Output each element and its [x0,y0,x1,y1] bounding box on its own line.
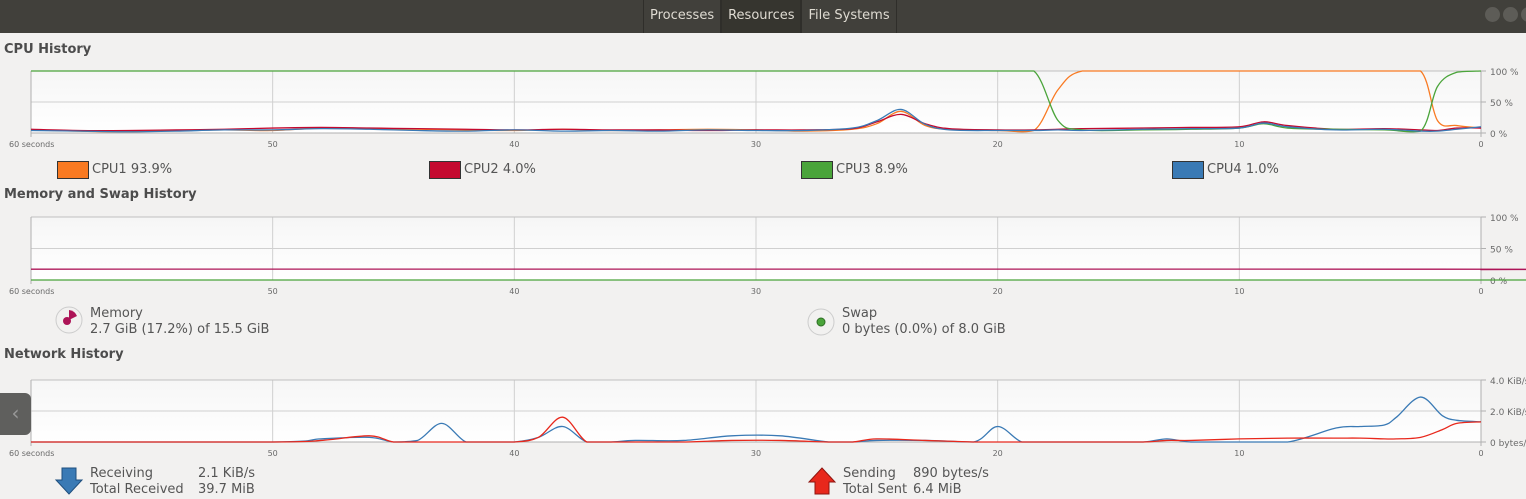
memory-x-tick-label: 20 [993,287,1003,296]
network-x-tick-label: 40 [509,449,519,458]
memory-y-tick-label: 100 % [1490,214,1519,224]
receiving-label: Receiving [90,466,154,481]
network-y-tick-label: 4.0 KiB/s [1490,377,1526,387]
tab-resources[interactable]: Resources [721,0,802,33]
memory-x-tick-label: 40 [509,287,519,296]
memory-x-tick-label: 30 [751,287,761,296]
memory-history-title: Memory and Swap History [4,187,197,202]
memory-y-tick-label: 0 % [1490,277,1508,287]
swap-legend [807,308,835,340]
cpu-x-tick-label: 30 [751,140,761,149]
memory-x-tick-label: 10 [1234,287,1244,296]
network-x-tick-label: 60 seconds [9,449,54,458]
cpu-series-cpu4 [30,108,1482,133]
cpu-series-cpu2 [30,113,1482,132]
cpu-x-tick-label: 0 [1478,140,1483,149]
memory-y-tick-label: 50 % [1490,246,1513,256]
network-x-tick-label: 50 [268,449,278,458]
sending-arrow-icon [807,467,837,495]
cpu-x-tick-label: 60 seconds [9,140,54,149]
cpu-y-tick-label: 100 % [1490,68,1519,78]
network-y-tick-label: 2.0 KiB/s [1490,408,1526,418]
network-x-tick-label: 0 [1478,449,1483,458]
cpu2-color-swatch[interactable] [429,161,461,179]
swap-pie-icon [807,308,835,336]
header-bar: Processes Resources File Systems [0,0,1526,33]
memory-value: 2.7 GiB (17.2%) of 15.5 GiB [90,322,270,337]
memory-x-tick-label: 60 seconds [9,287,54,296]
cpu-x-tick-label: 50 [268,140,278,149]
cpu-y-tick-label: 0 % [1490,130,1508,140]
cpu3-legend-label: CPU3 8.9% [836,162,908,177]
maximize-button[interactable] [1503,7,1518,22]
cpu1-legend-label: CPU1 93.9% [92,162,173,177]
cpu-x-tick-label: 10 [1234,140,1244,149]
memory-label: Memory [90,306,143,321]
cpu-series-cpu3 [31,70,1482,133]
receiving-value: 2.1 KiB/s [198,466,256,481]
total-received-label: Total Received [90,482,184,497]
memory-x-tick-label: 50 [268,287,278,296]
total-received-value: 39.7 MiB [198,482,255,497]
sending-label: Sending [843,466,896,481]
total-sent-value: 6.4 MiB [913,482,962,497]
memory-pie-icon [55,306,83,334]
cpu2-legend-label: CPU2 4.0% [464,162,536,177]
swap-label: Swap [842,306,878,321]
cpu4-legend-label: CPU4 1.0% [1207,162,1279,177]
swap-value: 0 bytes (0.0%) of 8.0 GiB [842,322,1006,337]
network-series-sending [31,416,1482,443]
cpu-history-title: CPU History [4,42,92,57]
sidebar-toggle-button[interactable]: ‹ [0,393,31,435]
network-history-title: Network History [4,347,124,362]
network-y-tick-label: 0 bytes/s [1490,439,1526,449]
total-sent-label: Total Sent [843,482,908,497]
memory-x-tick-label: 0 [1478,287,1483,296]
close-button[interactable] [1521,7,1526,22]
memory-legend [55,306,83,338]
tab-processes[interactable]: Processes [643,0,722,33]
cpu-y-tick-label: 50 % [1490,99,1513,109]
view-switcher: Processes Resources File Systems [643,0,897,33]
network-x-tick-label: 20 [993,449,1003,458]
minimize-button[interactable] [1485,7,1500,22]
network-x-tick-label: 10 [1234,449,1244,458]
cpu4-color-swatch[interactable] [1172,161,1204,179]
receiving-arrow-icon [54,467,84,495]
cpu1-color-swatch[interactable] [57,161,89,179]
cpu-x-tick-label: 40 [509,140,519,149]
sending-value: 890 bytes/s [913,466,989,481]
cpu-x-tick-label: 20 [993,140,1003,149]
network-x-tick-label: 30 [751,449,761,458]
cpu3-color-swatch[interactable] [801,161,833,179]
tab-file-systems[interactable]: File Systems [801,0,897,33]
